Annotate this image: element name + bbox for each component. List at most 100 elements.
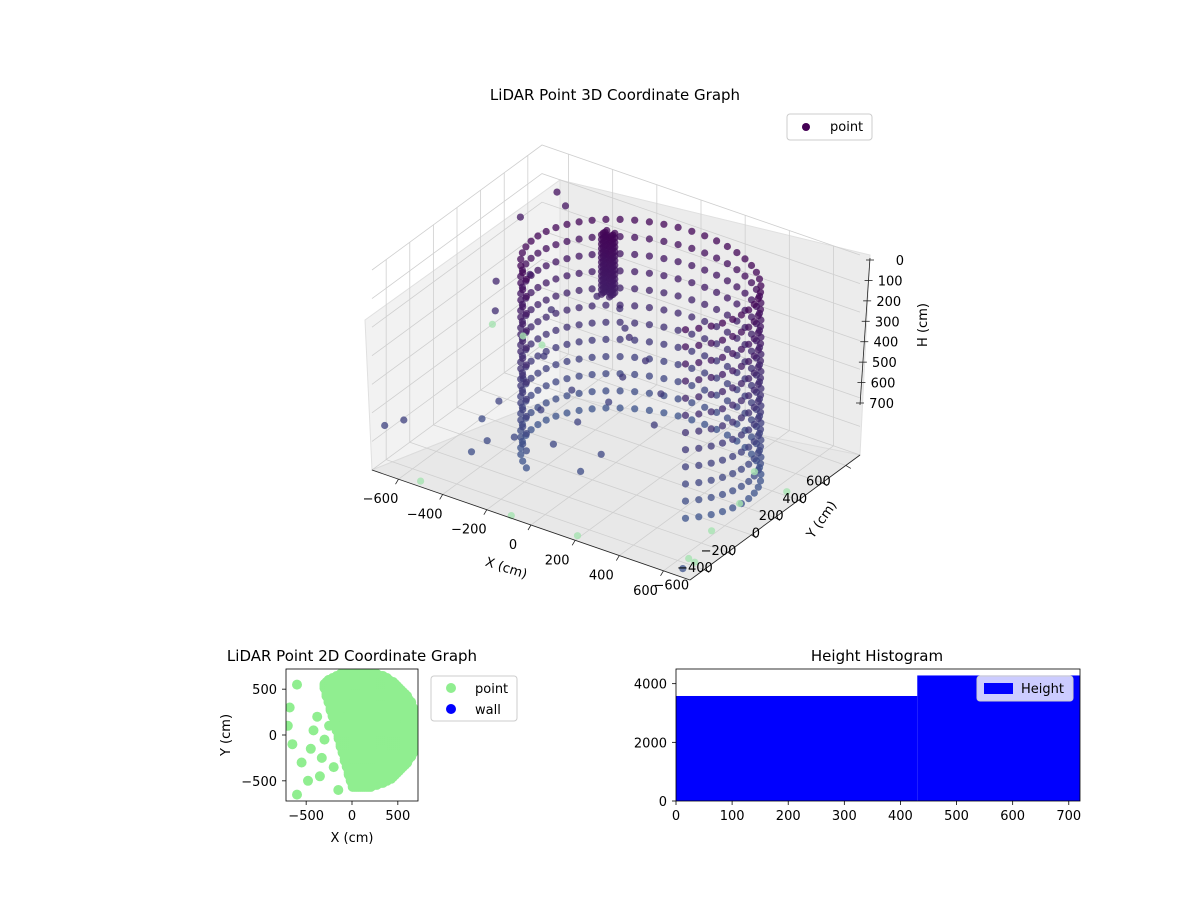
data-point-3d xyxy=(588,319,596,327)
data-point-3d xyxy=(607,291,615,299)
data-point-3d xyxy=(754,329,762,337)
data-point-3d xyxy=(707,493,715,502)
data-point-3d xyxy=(745,426,753,434)
data-point-3d xyxy=(519,371,527,379)
data-point-3d xyxy=(616,387,624,395)
data-point-3d xyxy=(552,344,560,352)
y-tick-label-3d: 600 xyxy=(806,474,831,489)
data-point-3d xyxy=(723,294,732,302)
x-tick-label-hist: 500 xyxy=(944,809,969,824)
data-point-3d xyxy=(723,277,732,285)
data-point-3d xyxy=(688,364,696,372)
data-point-3d xyxy=(718,490,727,499)
data-point-3d xyxy=(733,266,741,274)
data-point-3d xyxy=(681,514,690,522)
data-point-3d xyxy=(516,213,525,221)
data-point-3d xyxy=(588,336,596,344)
data-point-2d-cluster xyxy=(312,711,323,722)
x-tick-label-hist: 600 xyxy=(1000,809,1025,824)
data-point-3d xyxy=(645,321,654,329)
data-point-3d xyxy=(588,353,596,361)
data-point-3d xyxy=(679,565,687,573)
data-point-3d xyxy=(522,344,531,352)
data-point-3d xyxy=(754,483,762,491)
data-point-3d xyxy=(750,369,758,377)
y-tick-3d xyxy=(751,534,757,539)
data-point-3d xyxy=(750,335,758,343)
histogram-bar xyxy=(676,695,918,801)
data-point-3d-outlier xyxy=(691,558,699,566)
data-point-3d xyxy=(519,269,527,277)
chart-3d: LiDAR Point 3D Coordinate Graph −600 −400… xyxy=(363,86,931,599)
data-point-3d xyxy=(519,406,527,414)
data-point-3d xyxy=(575,252,583,260)
histogram-legend-swatch xyxy=(984,683,1013,694)
data-point-3d xyxy=(729,418,737,426)
data-point-3d xyxy=(575,406,583,415)
data-point-2d-cluster xyxy=(303,775,313,786)
data-point-3d xyxy=(517,433,525,441)
data-point-3d xyxy=(729,401,737,409)
data-point-2d-cluster xyxy=(292,679,302,690)
data-point-3d xyxy=(750,455,758,463)
data-point-3d xyxy=(755,275,764,283)
y-tick-label-3d: 400 xyxy=(782,492,807,507)
data-point-3d xyxy=(674,241,682,249)
data-point-3d xyxy=(750,489,758,497)
y-tick-label-hist: 0 xyxy=(659,795,667,810)
data-point-3d-outlier xyxy=(708,527,716,535)
data-point-3d xyxy=(757,282,765,290)
data-point-3d xyxy=(517,255,525,263)
data-point-3d xyxy=(602,370,610,378)
data-point-3d xyxy=(542,245,550,253)
z-tick-label-3d: 500 xyxy=(872,356,897,371)
data-point-3d xyxy=(745,477,753,486)
data-point-3d xyxy=(534,421,542,429)
data-point-3d xyxy=(602,301,610,309)
data-point-3d xyxy=(575,269,583,277)
data-point-3d xyxy=(602,353,610,361)
data-point-3d xyxy=(701,300,709,308)
x-tick-label-2d: 0 xyxy=(348,809,356,824)
data-point-3d xyxy=(563,306,571,314)
data-point-3d xyxy=(754,363,762,371)
chart-2d-title: LiDAR Point 2D Coordinate Graph xyxy=(227,647,477,665)
y-tick-3d xyxy=(727,551,733,556)
data-point-3d xyxy=(674,395,682,403)
y-tick-label-3d: 200 xyxy=(759,509,784,524)
data-point-3d xyxy=(519,354,527,362)
data-point-3d xyxy=(729,350,737,358)
data-point-3d xyxy=(575,286,583,295)
x-tick-label-3d: −400 xyxy=(407,507,443,522)
data-point-3d xyxy=(695,444,703,452)
data-point-3d xyxy=(745,443,753,451)
data-point-3d xyxy=(723,311,732,319)
data-point-3d xyxy=(695,461,703,469)
data-point-3d xyxy=(588,216,596,224)
data-point-3d xyxy=(729,504,737,512)
data-point-3d xyxy=(616,284,624,292)
data-point-3d xyxy=(491,307,499,315)
data-point-3d xyxy=(631,250,639,259)
data-point-3d xyxy=(733,249,741,257)
data-point-3d xyxy=(542,296,550,304)
z-tick-label-3d: 600 xyxy=(871,377,896,392)
data-point-3d xyxy=(527,254,535,262)
x-tick-label-3d: 200 xyxy=(545,553,570,568)
z-tick-label-3d: 700 xyxy=(869,397,894,412)
data-point-3d xyxy=(510,433,518,441)
data-point-3d xyxy=(713,271,721,279)
data-point-3d xyxy=(645,338,654,346)
data-point-3d xyxy=(563,220,571,228)
legend-3d-frame xyxy=(786,113,873,141)
data-point-3d xyxy=(495,397,503,405)
data-point-3d xyxy=(563,392,571,400)
data-point-3d xyxy=(631,336,639,344)
y-tick-3d xyxy=(798,499,804,504)
data-point-3d xyxy=(542,313,550,321)
grid-line-z xyxy=(371,287,861,414)
legend-3d-label: point xyxy=(830,120,863,135)
data-point-3d xyxy=(745,306,753,314)
data-point-3d xyxy=(750,318,758,326)
y-tick-label-2d: −500 xyxy=(241,775,277,790)
